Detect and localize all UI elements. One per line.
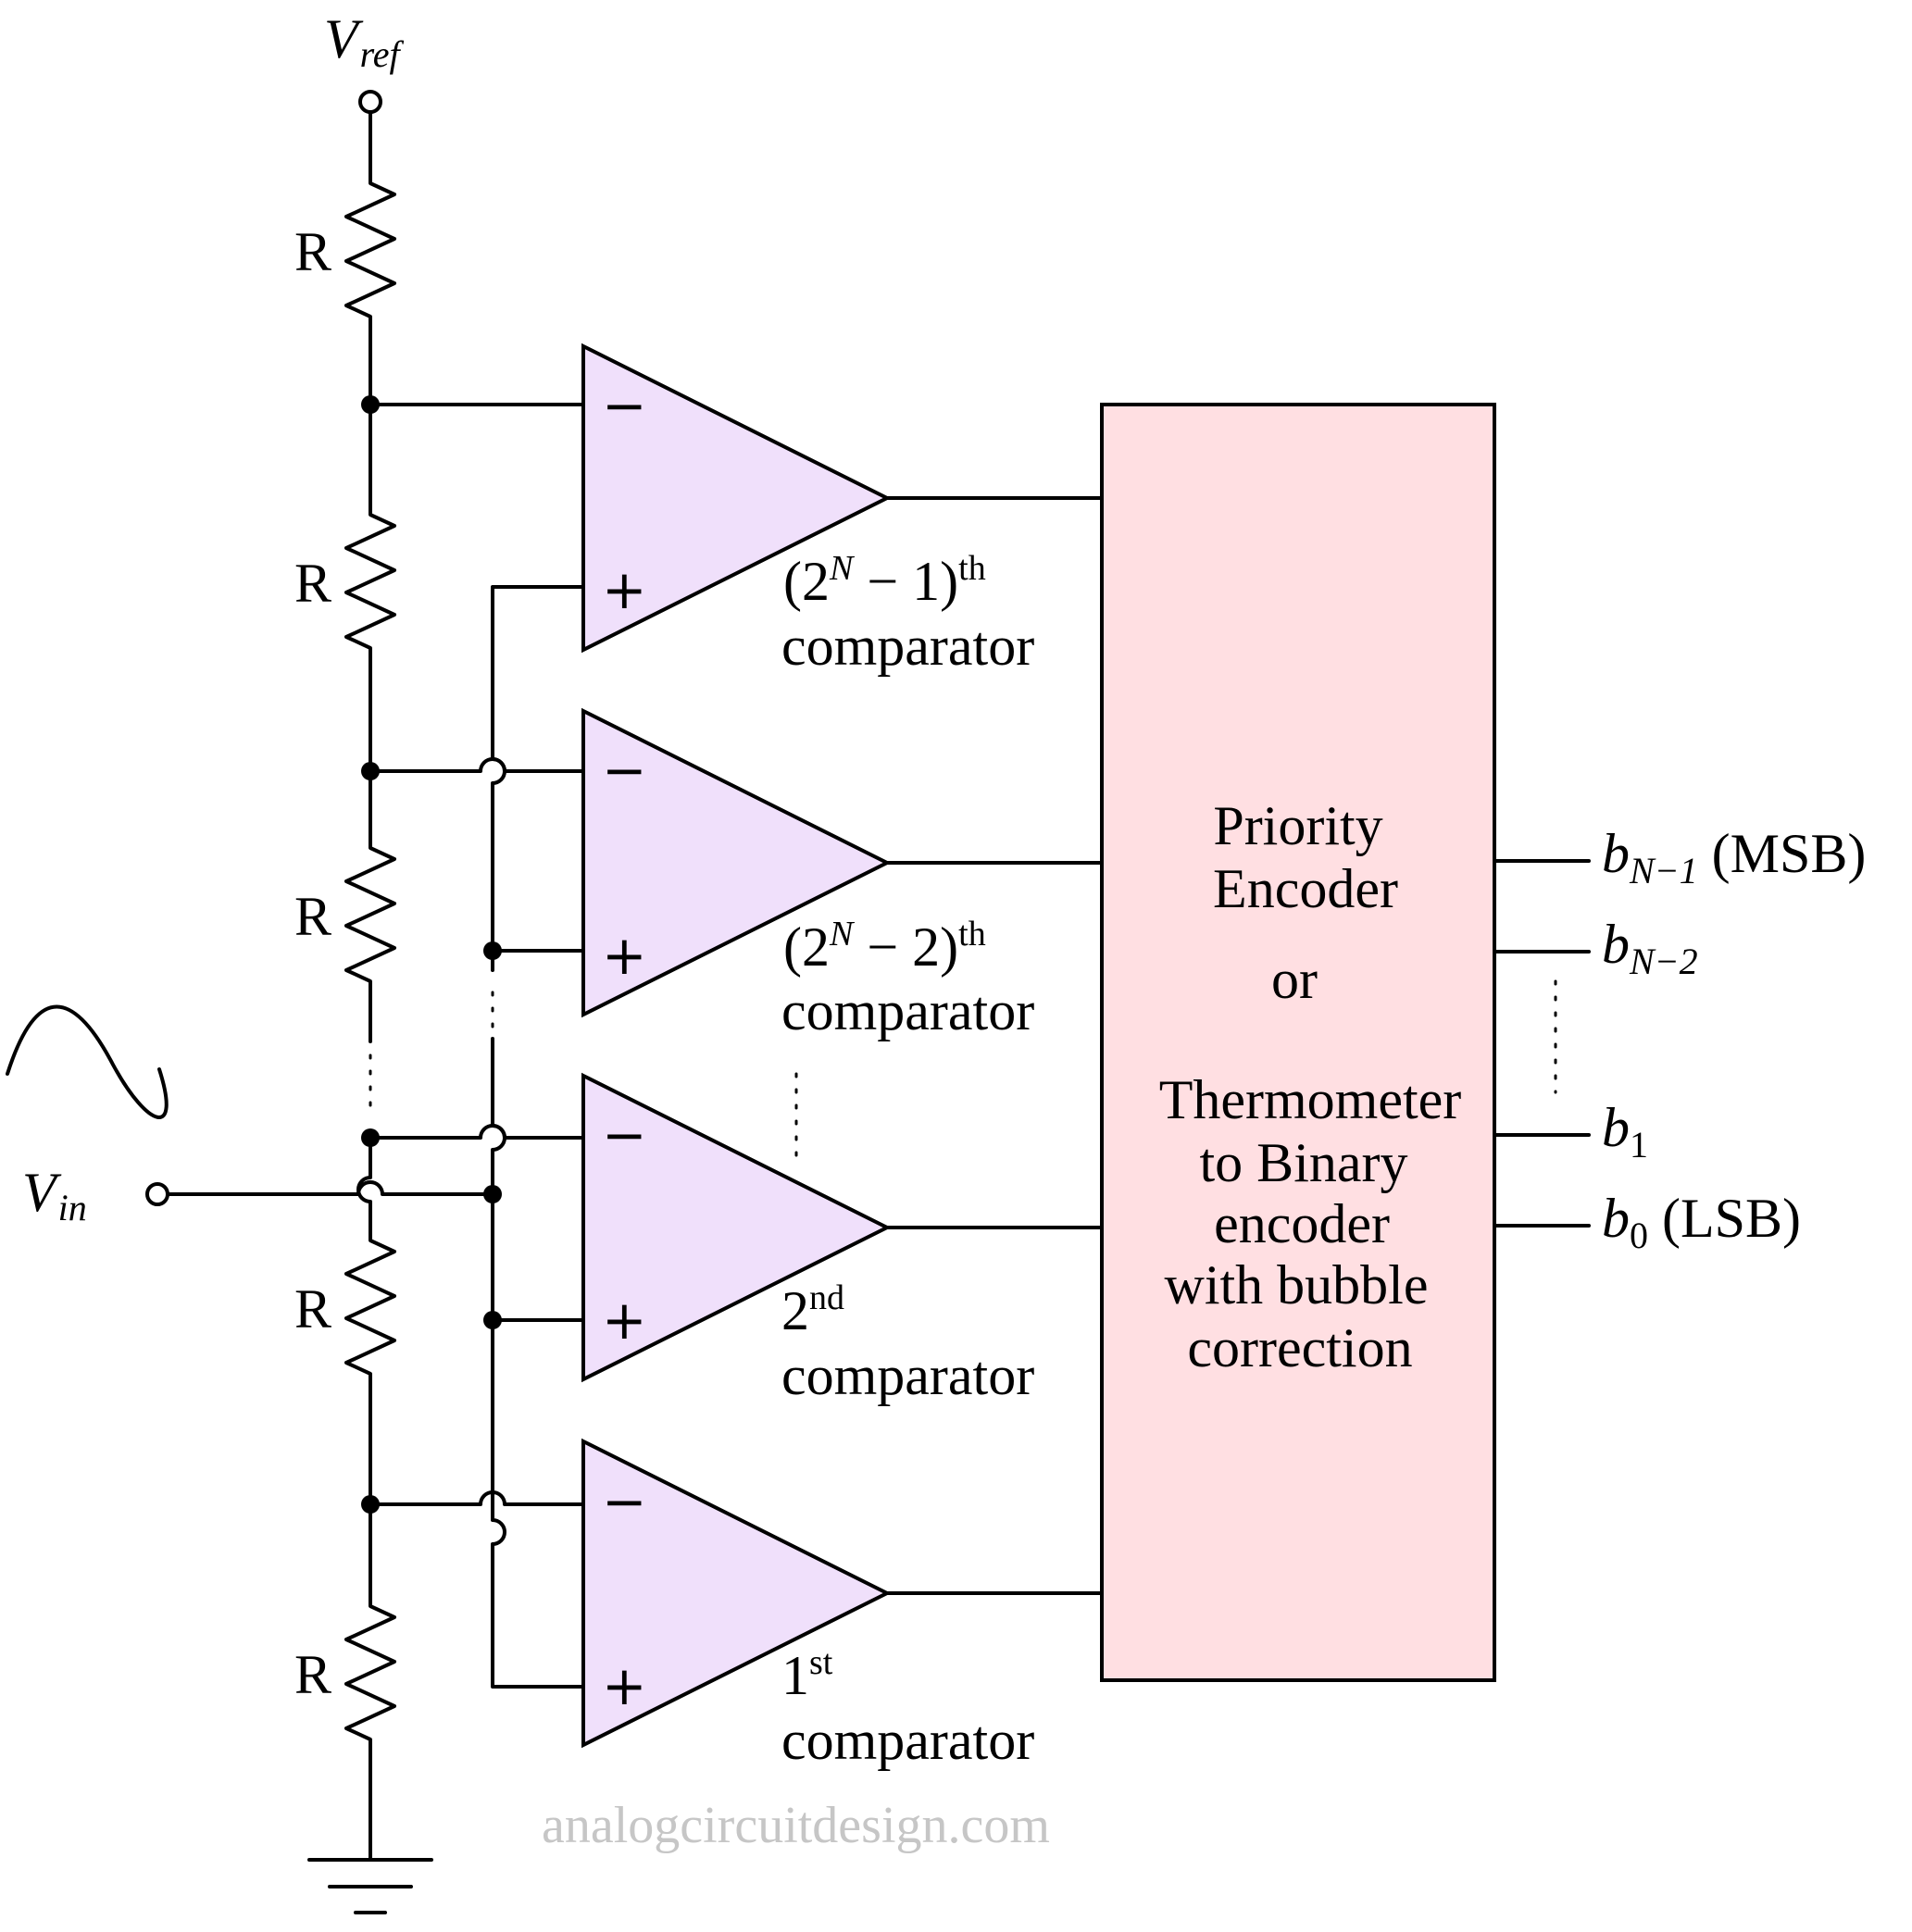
output-b1: b1	[1602, 1097, 1648, 1165]
comparator-top: − + (2N − 1)th comparator	[581, 343, 1104, 677]
comparator-second-top: − + (2N − 2)th comparator	[581, 707, 1104, 1041]
encoder-line-4: Thermometer	[1159, 1069, 1462, 1130]
ground-symbol	[307, 1858, 433, 1914]
comparator-index-second-top: (2N − 2)th	[783, 915, 986, 978]
vin-input: Vin	[6, 1004, 494, 1228]
comparator-index-first: 1st	[781, 1643, 833, 1706]
minus-sign: −	[602, 1470, 647, 1533]
vin-label: Vin	[22, 1162, 87, 1228]
ladder-taps	[369, 403, 585, 1506]
comparator-index-second: 2nd	[781, 1278, 844, 1341]
encoder-line-2: Encoder	[1213, 858, 1398, 919]
encoder-line-3: or	[1271, 949, 1318, 1010]
resistor-label-2: R	[294, 553, 331, 614]
comparator-name-first: comparator	[781, 1710, 1034, 1771]
resistor-ladder: R R R R R	[294, 110, 396, 1862]
comparator-second: − + 2nd comparator	[581, 1072, 1104, 1406]
output-msb: bN−1 (MSB)	[1602, 823, 1866, 891]
plus-sign: +	[602, 1654, 647, 1717]
comparator-index-top: (2N − 1)th	[783, 549, 986, 612]
encoder-line-6: encoder	[1214, 1193, 1390, 1254]
resistor-label-5: R	[294, 1644, 331, 1705]
junction-dots	[361, 395, 502, 1514]
resistor-label-1: R	[294, 221, 331, 282]
resistor-label-3: R	[294, 886, 331, 947]
plus-sign: +	[602, 1289, 647, 1352]
plus-sign: +	[602, 558, 647, 621]
watermark-text: analogcircuitdesign.com	[542, 1797, 1050, 1854]
encoder-block: Priority Encoder or Thermometer to Binar…	[1100, 403, 1496, 1682]
output-n-2: bN−2	[1602, 914, 1698, 982]
comparator-name-top: comparator	[781, 616, 1034, 677]
encoder-line-5: to Binary	[1200, 1132, 1408, 1193]
sine-wave-icon	[6, 1004, 169, 1119]
resistor-label-4: R	[294, 1278, 331, 1340]
vref-label: Vref	[324, 8, 404, 75]
output-lsb: b0 (LSB)	[1602, 1188, 1801, 1256]
output-bits: bN−1 (MSB) bN−2 b1 b0 (LSB)	[1493, 823, 1866, 1256]
minus-sign: −	[602, 1103, 647, 1166]
comparator-first: − + 1st comparator	[581, 1438, 1104, 1771]
comparator-name-second: comparator	[781, 1345, 1034, 1406]
encoder-line-1: Priority	[1213, 795, 1382, 856]
comparator-name-second-top: comparator	[781, 980, 1034, 1041]
minus-sign: −	[602, 739, 647, 802]
minus-sign: −	[602, 374, 647, 437]
encoder-line-7: with bubble	[1165, 1254, 1429, 1315]
plus-sign: +	[602, 924, 647, 987]
vref-terminal: Vref	[324, 8, 404, 114]
encoder-line-8: correction	[1187, 1317, 1412, 1378]
